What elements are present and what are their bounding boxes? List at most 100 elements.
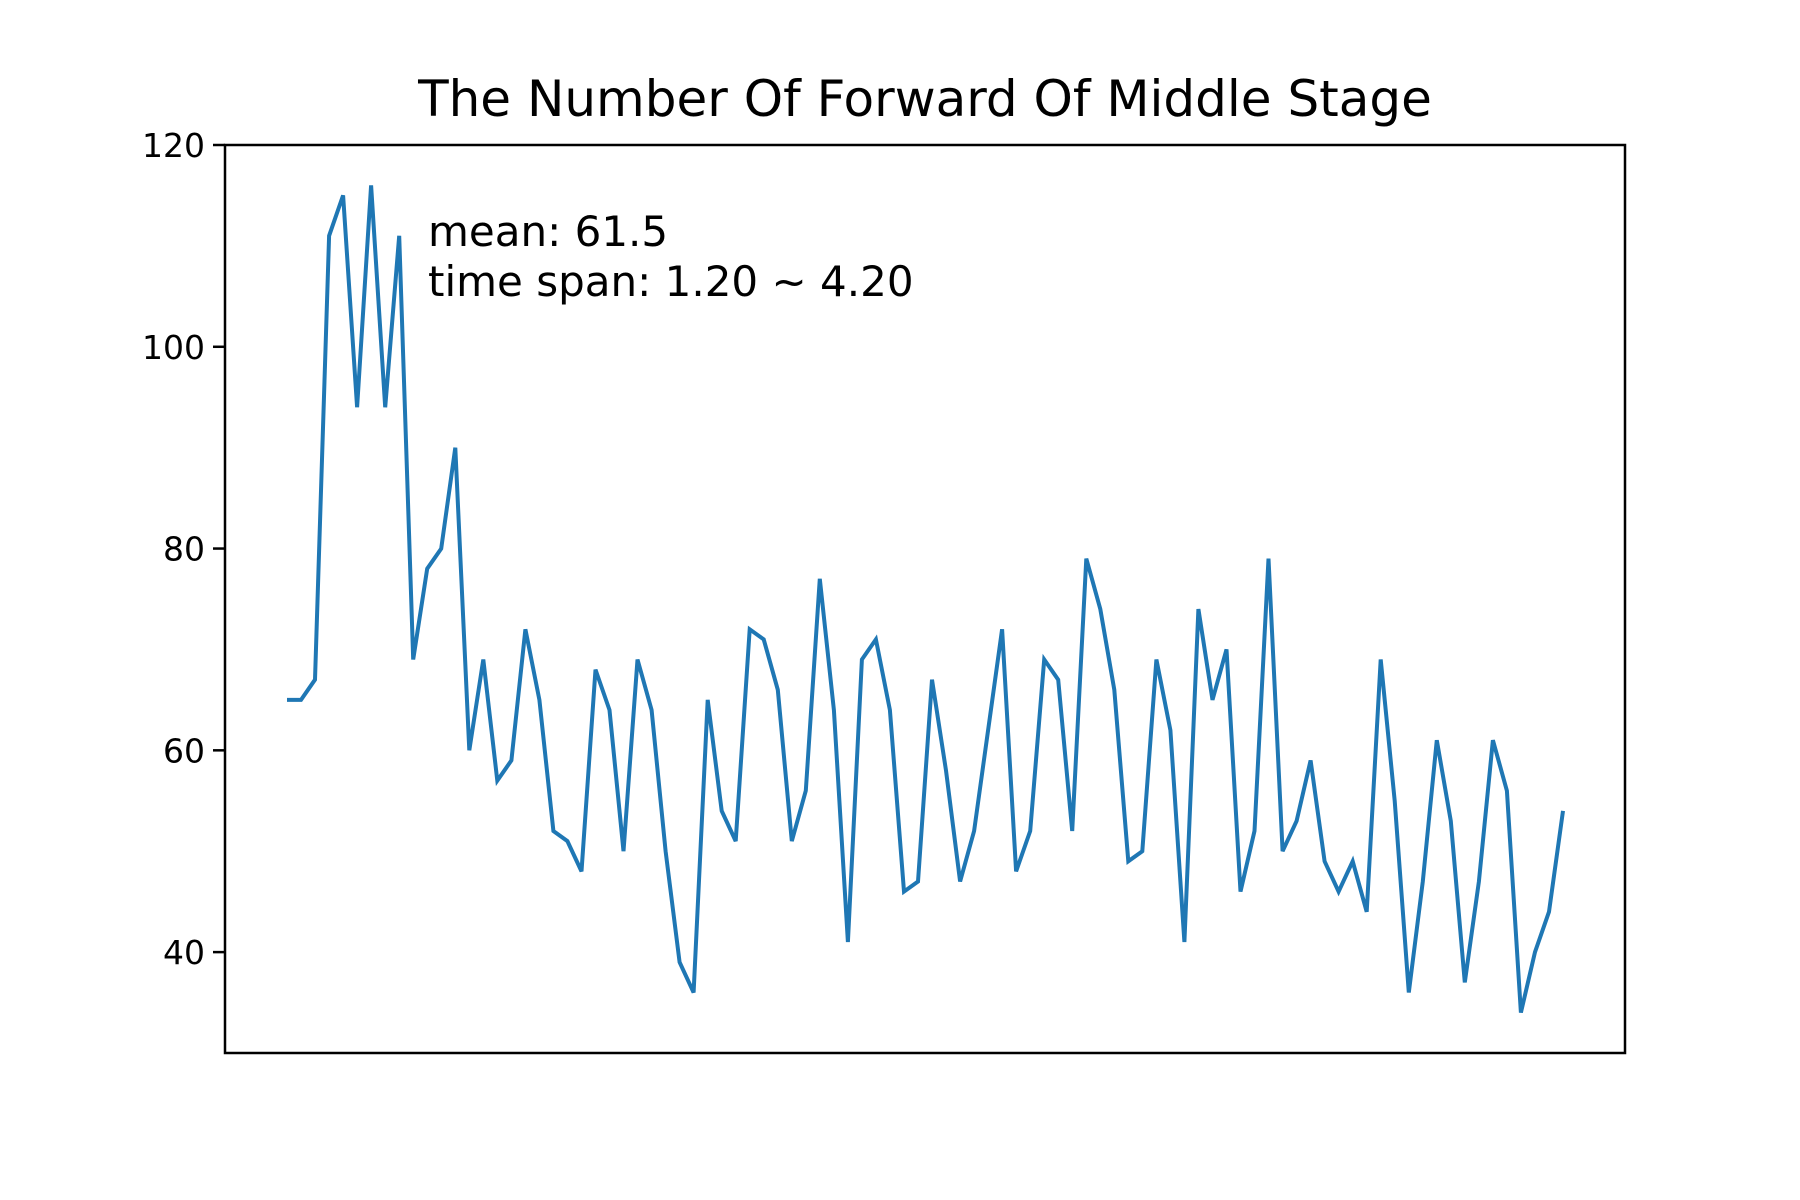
y-tick-label: 100 bbox=[142, 328, 205, 367]
data-point bbox=[1225, 647, 1229, 651]
data-point bbox=[860, 658, 864, 662]
annotation-mean: mean: 61.5 bbox=[428, 207, 668, 256]
data-point bbox=[327, 234, 331, 238]
plot-area-frame bbox=[223, 143, 1627, 1055]
data-point bbox=[1042, 658, 1046, 662]
data-point bbox=[313, 678, 317, 682]
data-point bbox=[1239, 890, 1243, 894]
data-point bbox=[1477, 880, 1481, 884]
data-point bbox=[1491, 738, 1495, 742]
data-point bbox=[467, 748, 471, 752]
data-point bbox=[734, 839, 738, 843]
data-point bbox=[1393, 799, 1397, 803]
data-point bbox=[341, 193, 345, 197]
data-point bbox=[790, 839, 794, 843]
data-point bbox=[776, 688, 780, 692]
data-point bbox=[1449, 819, 1453, 823]
series-line bbox=[287, 185, 1565, 1014]
data-point bbox=[972, 829, 976, 833]
data-point bbox=[299, 698, 303, 702]
data-point bbox=[383, 405, 387, 409]
data-point bbox=[397, 234, 401, 238]
data-point bbox=[678, 960, 682, 964]
data-point bbox=[551, 829, 555, 833]
data-point bbox=[594, 668, 598, 672]
data-point bbox=[1351, 859, 1355, 863]
data-point bbox=[1168, 728, 1172, 732]
data-point bbox=[902, 890, 906, 894]
data-point bbox=[636, 658, 640, 662]
data-point bbox=[1182, 940, 1186, 944]
data-point bbox=[495, 779, 499, 783]
data-point bbox=[565, 839, 569, 843]
data-point bbox=[481, 658, 485, 662]
data-point bbox=[1267, 557, 1271, 561]
data-point bbox=[888, 708, 892, 712]
data-point bbox=[1154, 658, 1158, 662]
data-point bbox=[1014, 869, 1018, 873]
data-point bbox=[1000, 627, 1004, 631]
data-point bbox=[706, 698, 710, 702]
data-point bbox=[1463, 980, 1467, 984]
data-point bbox=[1533, 950, 1537, 954]
y-tick-label: 80 bbox=[163, 530, 205, 569]
data-point bbox=[1098, 607, 1102, 611]
data-point bbox=[916, 880, 920, 884]
data-point bbox=[1365, 910, 1369, 914]
data-point bbox=[1309, 758, 1313, 762]
data-point bbox=[650, 708, 654, 712]
data-point bbox=[411, 658, 415, 662]
data-point bbox=[1435, 738, 1439, 742]
data-point bbox=[1561, 809, 1565, 813]
data-point bbox=[1519, 1011, 1523, 1015]
data-point bbox=[1211, 698, 1215, 702]
data-point bbox=[1126, 859, 1130, 863]
data-point bbox=[832, 708, 836, 712]
data-point bbox=[355, 405, 359, 409]
data-point bbox=[439, 547, 443, 551]
data-point bbox=[762, 637, 766, 641]
data-point bbox=[986, 728, 990, 732]
data-point bbox=[1547, 910, 1551, 914]
data-point bbox=[944, 769, 948, 773]
y-axis: 40 60 80 100 120 bbox=[142, 126, 225, 972]
y-tick-label: 40 bbox=[163, 933, 205, 972]
data-point bbox=[1407, 991, 1411, 995]
y-tick-label: 120 bbox=[142, 126, 205, 165]
data-point bbox=[1421, 880, 1425, 884]
data-point bbox=[1253, 829, 1257, 833]
data-point bbox=[1196, 607, 1200, 611]
data-point bbox=[1070, 829, 1074, 833]
data-point bbox=[453, 446, 457, 450]
data-point bbox=[1140, 849, 1144, 853]
data-point bbox=[1056, 678, 1060, 682]
data-point bbox=[622, 849, 626, 853]
data-point bbox=[664, 849, 668, 853]
data-point bbox=[425, 567, 429, 571]
data-point bbox=[1323, 859, 1327, 863]
y-tick-label: 60 bbox=[163, 731, 205, 770]
data-point bbox=[1295, 819, 1299, 823]
data-point bbox=[930, 678, 934, 682]
data-point bbox=[958, 880, 962, 884]
data-point bbox=[720, 809, 724, 813]
data-point bbox=[748, 627, 752, 631]
data-point bbox=[1084, 557, 1088, 561]
data-point bbox=[1505, 789, 1509, 793]
data-point bbox=[509, 758, 513, 762]
data-point bbox=[692, 991, 696, 995]
chart-title: The Number Of Forward Of Middle Stage bbox=[417, 70, 1432, 128]
data-point bbox=[1112, 688, 1116, 692]
data-point bbox=[523, 627, 527, 631]
data-point bbox=[537, 698, 541, 702]
data-point bbox=[1337, 890, 1341, 894]
data-point bbox=[285, 698, 289, 702]
data-point bbox=[1028, 829, 1032, 833]
data-point bbox=[818, 577, 822, 581]
annotation-time-span: time span: 1.20 ~ 4.20 bbox=[428, 257, 914, 306]
data-point bbox=[608, 708, 612, 712]
data-point bbox=[846, 940, 850, 944]
data-point bbox=[874, 637, 878, 641]
data-point bbox=[369, 183, 373, 187]
